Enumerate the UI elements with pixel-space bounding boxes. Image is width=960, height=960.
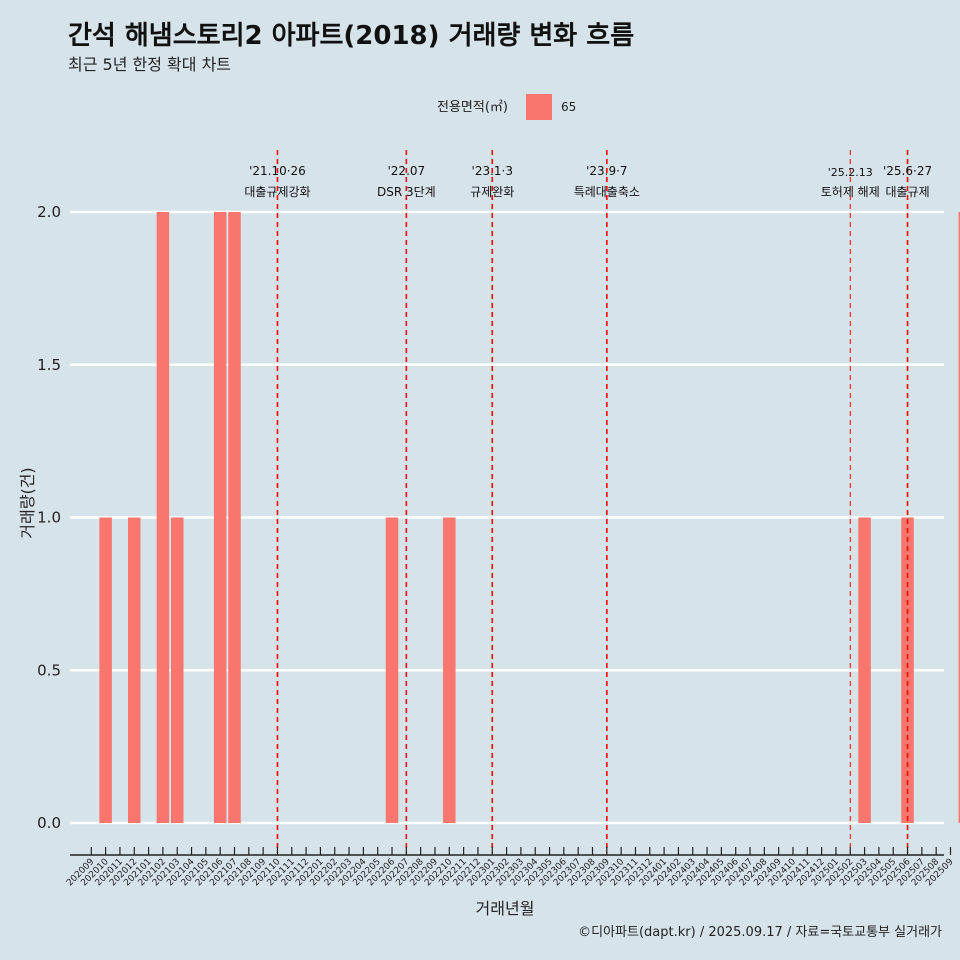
gridlines xyxy=(70,210,944,825)
annotation-label: 규제완화 xyxy=(470,185,514,199)
y-tick-label: 1.5 xyxy=(37,356,61,374)
chart-subtitle: 최근 5년 한정 확대 차트 xyxy=(68,55,231,74)
annotation-label: 특례대출축소 xyxy=(574,185,640,199)
y-axis-ticks: 0.0 0.5 1.0 1.5 2.0 xyxy=(37,203,61,832)
bars xyxy=(99,212,960,823)
caption: ©디아파트(dapt.kr) / 2025.09.17 / 자료=국토교통부 실… xyxy=(578,925,942,940)
x-axis: 2020092020102020112020122021012021022021… xyxy=(65,847,956,888)
annotations: '21.10·26 대출규제강화 '22.07 DSR 3단계 '23.1·3 규제완화 '… xyxy=(244,150,932,853)
annotation-date: '22.07 xyxy=(388,164,426,178)
legend: 전용면적(㎡) 65 xyxy=(437,94,576,120)
annotation-date: '23.9·7 xyxy=(586,164,627,178)
legend-label: 65 xyxy=(561,100,576,114)
annotation-date: '21.10·26 xyxy=(249,164,306,178)
y-axis-title: 거래량(건) xyxy=(18,467,37,538)
bar xyxy=(228,212,241,823)
annotation-date: '25.6·27 xyxy=(883,164,932,178)
y-tick-label: 0.5 xyxy=(37,661,61,679)
bar xyxy=(385,517,399,823)
chart-title: 간석 해냄스토리2 아파트(2018) 거래량 변화 흐름 xyxy=(68,21,634,51)
bar xyxy=(858,517,871,823)
bar xyxy=(901,517,914,823)
y-tick-label: 2.0 xyxy=(37,203,61,221)
bar xyxy=(213,212,227,823)
annotation-date: '23.1·3 xyxy=(472,164,513,178)
bar xyxy=(128,517,141,823)
annotation-label: 대출규제 xyxy=(885,185,929,199)
bar xyxy=(443,517,456,823)
legend-title: 전용면적(㎡) xyxy=(437,100,508,115)
y-tick-label: 1.0 xyxy=(37,509,61,527)
bar xyxy=(958,212,960,823)
bar xyxy=(99,517,112,823)
bar xyxy=(156,212,170,823)
annotation-label: 토허제 해제 xyxy=(821,185,880,199)
bar xyxy=(170,517,184,823)
annotation-label: 대출규제강화 xyxy=(244,185,310,199)
annotation-label: DSR 3단계 xyxy=(377,185,436,199)
x-axis-title: 거래년월 xyxy=(476,899,535,918)
y-tick-label: 0.0 xyxy=(37,814,61,832)
legend-swatch xyxy=(526,94,552,120)
annotation-date: '25.2.13 xyxy=(828,166,873,179)
